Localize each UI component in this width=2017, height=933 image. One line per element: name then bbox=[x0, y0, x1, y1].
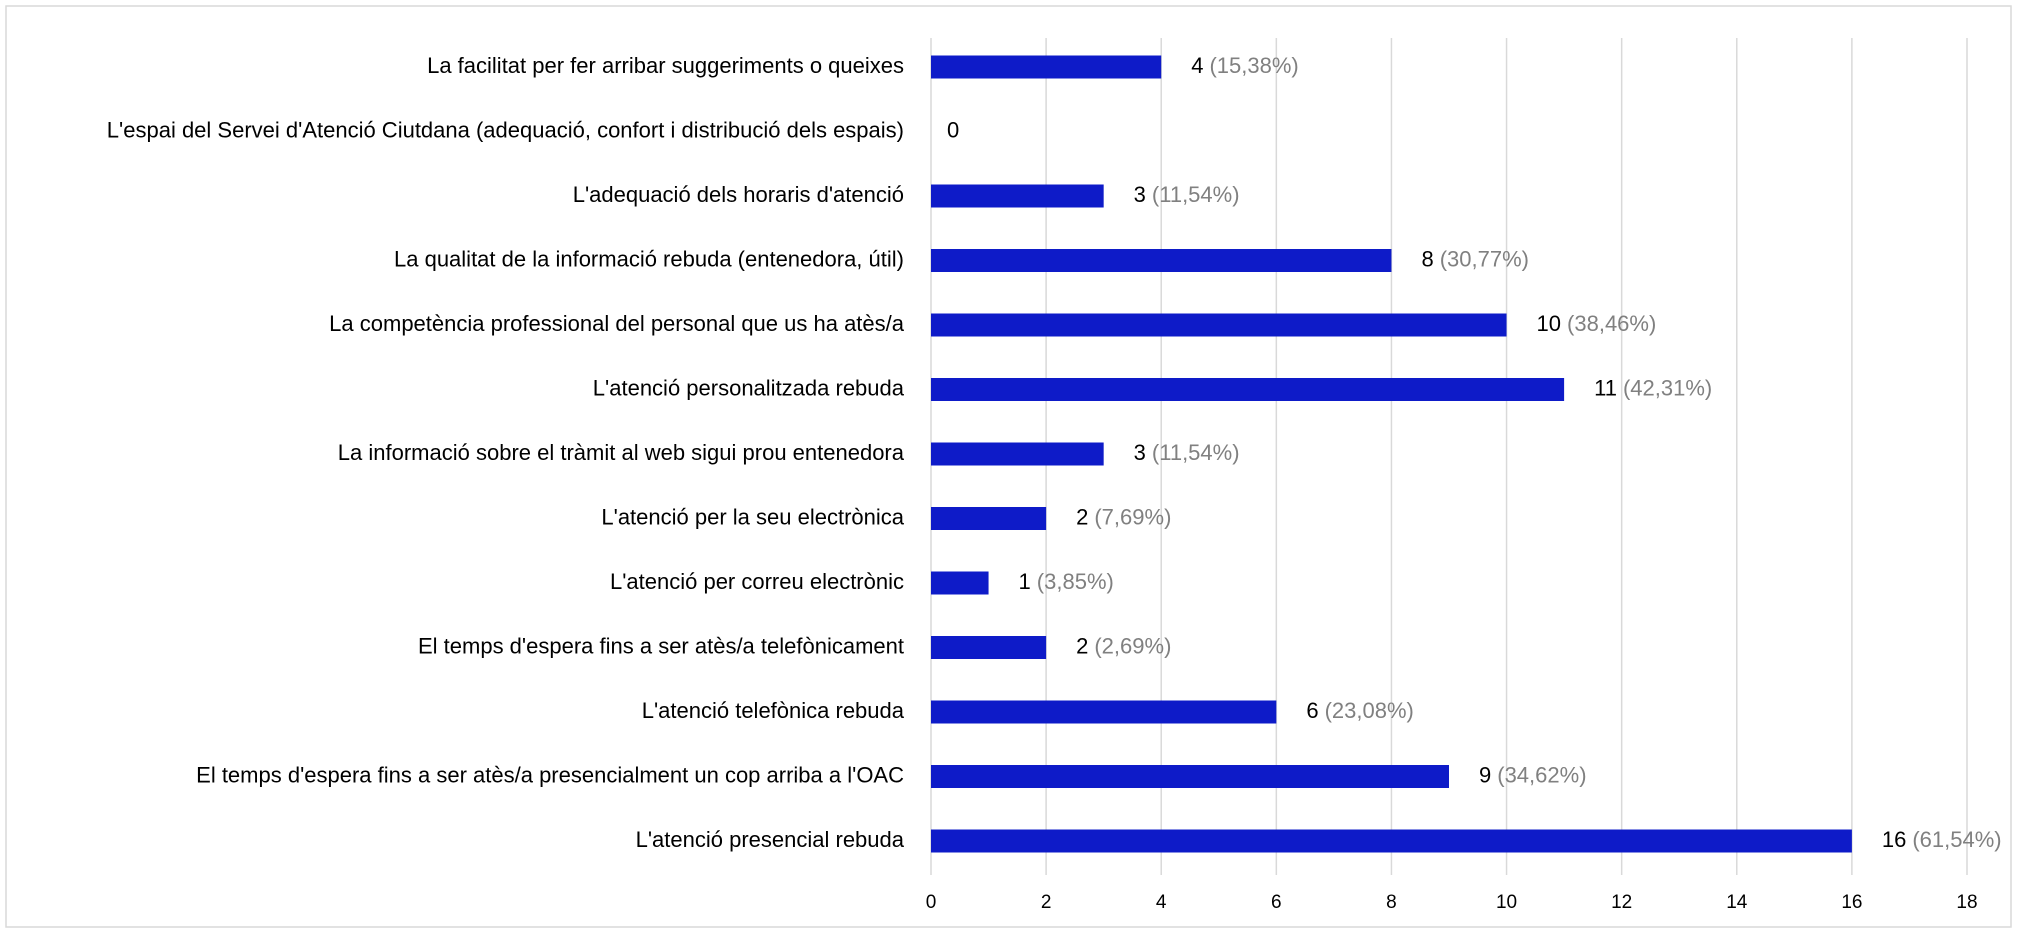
bar bbox=[931, 636, 1047, 659]
bar bbox=[931, 507, 1047, 530]
y-tick-label: L'atenció per correu electrònic bbox=[610, 569, 904, 594]
value-label: 16 bbox=[1882, 827, 1906, 852]
value-label: 3 bbox=[1134, 182, 1146, 207]
percent-label: (61,54%) bbox=[1912, 827, 2001, 852]
bar bbox=[931, 249, 1392, 272]
value-label: 11 bbox=[1594, 375, 1617, 400]
x-tick-label: 12 bbox=[1611, 892, 1632, 913]
value-label: 10 bbox=[1537, 311, 1561, 336]
y-tick-label: La qualitat de la informació rebuda (ent… bbox=[394, 246, 904, 271]
x-tick-label: 0 bbox=[926, 892, 937, 913]
percent-label: (11,54%) bbox=[1152, 440, 1240, 465]
data-label: 2 (7,69%) bbox=[1076, 504, 1171, 529]
value-label: 2 bbox=[1076, 504, 1088, 529]
percent-label: (42,31%) bbox=[1623, 375, 1712, 400]
y-tick-label: L'espai del Servei d'Atenció Ciutdana (a… bbox=[107, 117, 904, 142]
y-tick-label: L'atenció personalitzada rebuda bbox=[593, 375, 905, 400]
value-label: 0 bbox=[947, 117, 959, 142]
data-label: 11 (42,31%) bbox=[1594, 375, 1712, 400]
y-tick-label: La facilitat per fer arribar suggeriment… bbox=[427, 53, 904, 78]
percent-label: (23,08%) bbox=[1325, 698, 1414, 723]
percent-label: (15,38%) bbox=[1209, 53, 1298, 78]
value-label: 4 bbox=[1191, 53, 1203, 78]
percent-label: (38,46%) bbox=[1567, 311, 1656, 336]
y-tick-label: La competència professional del personal… bbox=[329, 311, 905, 336]
y-tick-label: L'atenció presencial rebuda bbox=[636, 827, 905, 852]
data-label: 3 (11,54%) bbox=[1134, 182, 1240, 207]
x-tick-label: 8 bbox=[1386, 892, 1397, 913]
value-label: 8 bbox=[1421, 246, 1433, 271]
percent-label: (2,69%) bbox=[1094, 633, 1171, 658]
x-tick-label: 4 bbox=[1156, 892, 1167, 913]
bar bbox=[931, 378, 1565, 401]
bar bbox=[931, 55, 1162, 79]
bar bbox=[931, 184, 1104, 208]
y-tick-label: El temps d'espera fins a ser atès/a pres… bbox=[196, 762, 904, 787]
data-label: 9 (34,62%) bbox=[1479, 762, 1587, 787]
data-label: 1 (3,85%) bbox=[1019, 569, 1114, 594]
data-label: 6 (23,08%) bbox=[1306, 698, 1414, 723]
data-label: 2 (2,69%) bbox=[1076, 633, 1171, 658]
x-tick-label: 16 bbox=[1841, 892, 1862, 913]
value-label: 9 bbox=[1479, 762, 1491, 787]
data-label: 3 (11,54%) bbox=[1134, 440, 1240, 465]
x-tick-label: 6 bbox=[1271, 892, 1282, 913]
y-tick-label: L'atenció per la seu electrònica bbox=[601, 504, 904, 529]
bar bbox=[931, 442, 1104, 466]
data-label: 4 (15,38%) bbox=[1191, 53, 1299, 78]
chart-frame bbox=[5, 5, 2012, 928]
y-tick-label: L'adequació dels horaris d'atenció bbox=[573, 182, 904, 207]
percent-label: (34,62%) bbox=[1497, 762, 1586, 787]
value-label: 6 bbox=[1306, 698, 1318, 723]
bar bbox=[931, 765, 1449, 788]
percent-label: (3,85%) bbox=[1037, 569, 1114, 594]
bar bbox=[931, 313, 1507, 337]
y-tick-label: La informació sobre el tràmit al web sig… bbox=[338, 440, 905, 465]
data-label: 10 (38,46%) bbox=[1537, 311, 1657, 336]
data-label: 16 (61,54%) bbox=[1882, 827, 2002, 852]
bar bbox=[931, 700, 1277, 724]
bar bbox=[931, 571, 989, 595]
y-tick-label: El temps d'espera fins a ser atès/a tele… bbox=[418, 633, 904, 658]
value-label: 1 bbox=[1019, 569, 1031, 594]
value-label: 3 bbox=[1134, 440, 1146, 465]
data-label: 8 (30,77%) bbox=[1421, 246, 1529, 271]
percent-label: (30,77%) bbox=[1440, 246, 1529, 271]
bar bbox=[931, 829, 1852, 853]
value-label: 2 bbox=[1076, 633, 1088, 658]
x-tick-label: 10 bbox=[1496, 892, 1517, 913]
data-label: 0 bbox=[947, 117, 959, 142]
percent-label: (11,54%) bbox=[1152, 182, 1240, 207]
x-tick-label: 14 bbox=[1726, 892, 1748, 913]
y-tick-label: L'atenció telefònica rebuda bbox=[642, 698, 905, 723]
x-tick-label: 2 bbox=[1041, 892, 1052, 913]
x-tick-label: 18 bbox=[1956, 892, 1977, 913]
percent-label: (7,69%) bbox=[1094, 504, 1171, 529]
